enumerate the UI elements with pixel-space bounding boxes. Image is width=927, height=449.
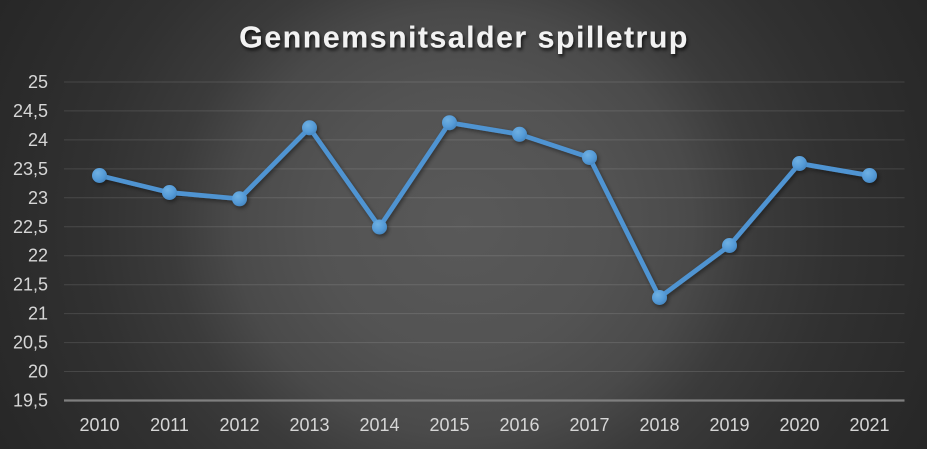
svg-text:2018: 2018 — [639, 415, 679, 435]
svg-text:2020: 2020 — [779, 415, 819, 435]
svg-text:2021: 2021 — [849, 415, 889, 435]
svg-text:24,5: 24,5 — [13, 101, 48, 121]
svg-text:2017: 2017 — [569, 415, 609, 435]
svg-text:2011: 2011 — [150, 415, 189, 435]
svg-text:2012: 2012 — [219, 415, 259, 435]
svg-text:2019: 2019 — [709, 415, 749, 435]
svg-text:23,5: 23,5 — [13, 159, 48, 179]
svg-text:2013: 2013 — [289, 415, 329, 435]
svg-text:22,5: 22,5 — [13, 217, 48, 237]
svg-text:25: 25 — [28, 72, 48, 92]
svg-text:23: 23 — [28, 188, 48, 208]
svg-text:21,5: 21,5 — [13, 275, 48, 295]
svg-text:20: 20 — [28, 362, 48, 382]
svg-text:22: 22 — [28, 246, 48, 266]
svg-text:24: 24 — [28, 130, 48, 150]
svg-text:2016: 2016 — [499, 415, 539, 435]
svg-text:2015: 2015 — [429, 415, 469, 435]
svg-text:21: 21 — [28, 304, 48, 324]
svg-text:2010: 2010 — [79, 415, 119, 435]
svg-text:Gennemsnitsalder spilletrup: Gennemsnitsalder spilletrup — [239, 21, 689, 55]
svg-text:19,5: 19,5 — [13, 391, 48, 411]
svg-text:20,5: 20,5 — [13, 333, 48, 353]
svg-text:2014: 2014 — [359, 415, 399, 435]
